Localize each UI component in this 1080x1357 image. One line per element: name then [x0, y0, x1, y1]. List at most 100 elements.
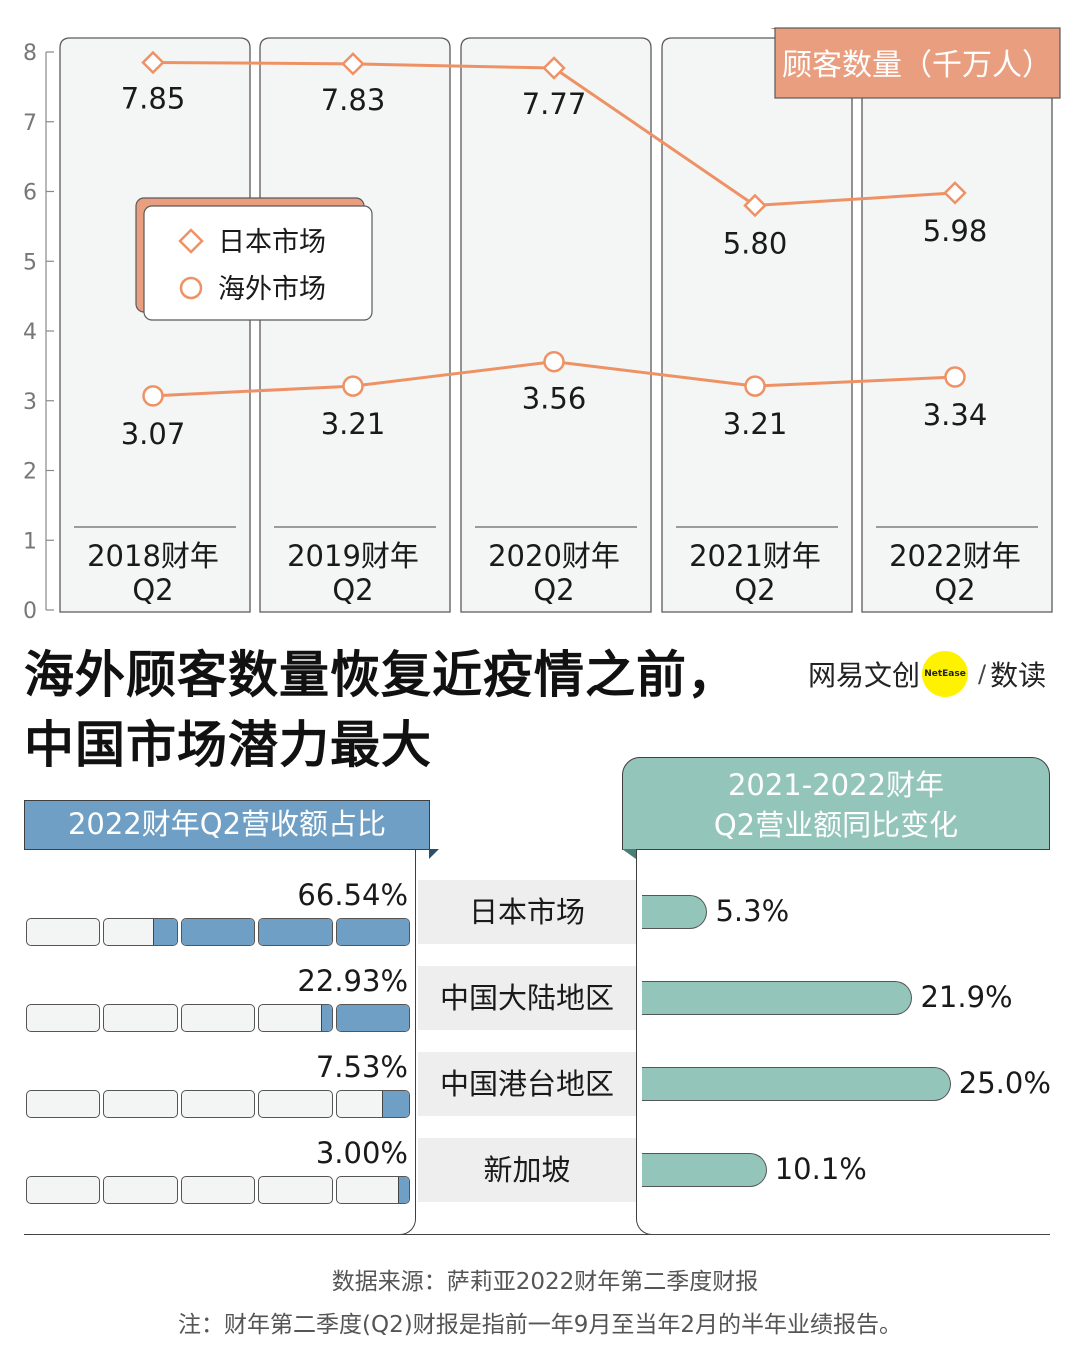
- overseas-point: [142, 385, 164, 407]
- x-tick-label-year: 2018财年: [87, 539, 219, 573]
- netease-badge-icon: NetEase: [922, 651, 969, 697]
- revenue-share-segment: [258, 1090, 333, 1118]
- yoy-title-line-1: 2021-2022财年: [727, 768, 945, 802]
- y-tick-label: 2: [23, 460, 37, 485]
- japan-point: [341, 52, 365, 76]
- legend-circle-icon: [179, 276, 203, 300]
- overseas-point: [944, 366, 966, 388]
- revenue-share-bar: [26, 1090, 411, 1118]
- legend-label-japan: 日本市场: [218, 227, 326, 258]
- x-tick-label-quarter: Q2: [934, 573, 975, 607]
- yoy-title-line-2: Q2营业额同比变化: [713, 808, 959, 842]
- yoy-change-bar: [642, 981, 913, 1015]
- year-panel: [259, 37, 451, 613]
- brand-sub: 数读: [990, 659, 1047, 692]
- x-tick-label-year: 2019财年: [287, 539, 419, 573]
- overseas-point: [543, 350, 565, 373]
- revenue-share-fill: [181, 919, 255, 945]
- brand-separator: /: [978, 660, 987, 688]
- y-tick-label: 5: [23, 250, 37, 275]
- japan-point: [743, 193, 767, 218]
- revenue-share-segment: [258, 1176, 333, 1204]
- legend-diamond-icon: [178, 228, 204, 254]
- yoy-change-label: 25.0%: [958, 1066, 1051, 1100]
- revenue-share-bar: [26, 1004, 411, 1032]
- revenue-share-fill: [321, 1005, 332, 1031]
- japan-data-label: 7.77: [522, 87, 587, 121]
- japan-data-label: 5.98: [923, 214, 988, 248]
- yoy-change-bar: [642, 1153, 767, 1187]
- revenue-share-segment: [180, 918, 256, 946]
- revenue-share-segment: [335, 1090, 411, 1118]
- revenue-share-segment: [335, 1004, 411, 1032]
- y-tick-label: 0: [23, 599, 37, 624]
- title-box-bg: [774, 27, 1061, 99]
- revenue-share-segment: [26, 1004, 101, 1032]
- revenue-share-fill: [381, 1091, 410, 1117]
- region-label: 新加坡: [418, 1138, 636, 1202]
- x-tick-label-quarter: Q2: [332, 573, 373, 607]
- customer-line-chart: 2018财年Q22019财年Q22020财年Q22021财年Q22022财年Q2…: [23, 27, 1061, 624]
- x-tick-label-year: 2021财年: [689, 539, 821, 573]
- japan-point: [542, 56, 566, 80]
- region-label: 日本市场: [418, 880, 636, 944]
- yoy-change-title: 2021-2022财年 Q2营业额同比变化: [622, 757, 1050, 859]
- revenue-share-fill: [259, 919, 332, 945]
- revenue-share-segment: [180, 1004, 256, 1032]
- overseas-point: [744, 375, 766, 397]
- yoy-change-label: 10.1%: [774, 1152, 867, 1186]
- x-tick-label-year: 2022财年: [889, 539, 1021, 573]
- revenue-share-segment: [26, 1176, 101, 1204]
- japan-data-label: 5.80: [723, 226, 788, 260]
- headline-line-1: 海外顾客数量恢复近疫情之前，: [24, 646, 738, 704]
- x-tick-label-year: 2020财年: [488, 539, 620, 573]
- data-source: 数据来源：萨莉亚2022财年第二季度财报: [331, 1269, 759, 1295]
- revenue-share-segment: [103, 1090, 178, 1118]
- region-label: 中国港台地区: [418, 1052, 636, 1116]
- overseas-data-label: 3.21: [321, 407, 386, 441]
- legend-label-overseas: 海外市场: [218, 274, 326, 305]
- y-tick-label: 8: [23, 41, 37, 66]
- y-tick-label: 3: [23, 390, 37, 415]
- japan-point: [943, 181, 967, 205]
- y-tick-label: 6: [23, 181, 37, 206]
- brand-logo: 网易文创 NetEase / 数读: [808, 651, 1047, 697]
- y-tick-label: 1: [23, 529, 37, 554]
- revenue-share-fill: [398, 1177, 410, 1203]
- yoy-change-label: 21.9%: [920, 980, 1013, 1014]
- chart-title: 顾客数量（千万人）: [782, 48, 1052, 83]
- x-tick-label-quarter: Q2: [533, 573, 574, 607]
- yoy-change-bar: [642, 1067, 951, 1101]
- footnote: 注：财年第二季度(Q2)财报是指前一年9月至当年2月的半年业绩报告。: [178, 1312, 902, 1338]
- overseas-data-label: 3.34: [923, 398, 988, 432]
- japan-data-label: 7.85: [121, 81, 186, 115]
- yoy-change-label: 5.3%: [715, 894, 790, 928]
- year-panel: [59, 37, 251, 613]
- y-tick-label: 7: [23, 111, 37, 136]
- revenue-share-bar: [26, 1176, 411, 1204]
- revenue-share-bar: [26, 918, 411, 946]
- revenue-share-label: 22.93%: [297, 964, 408, 998]
- revenue-share-label: 7.53%: [315, 1050, 408, 1084]
- revenue-share-segment: [258, 918, 333, 946]
- year-panel: [661, 37, 853, 613]
- overseas-point: [342, 375, 364, 397]
- x-tick-label-quarter: Q2: [132, 573, 173, 607]
- revenue-share-segment: [180, 1176, 256, 1204]
- x-tick-label-quarter: Q2: [734, 573, 775, 607]
- revenue-share-fill: [336, 1005, 410, 1031]
- overseas-data-label: 3.07: [121, 417, 186, 451]
- revenue-share-segment: [335, 918, 411, 946]
- year-panel: [460, 37, 652, 613]
- revenue-share-segment: [103, 1004, 178, 1032]
- revenue-share-segment: [335, 1176, 411, 1204]
- year-panel: [861, 37, 1053, 613]
- footer-divider: [32, 1234, 1048, 1235]
- japan-point: [141, 50, 165, 75]
- chart-title-box: 顾客数量（千万人）: [770, 27, 1061, 99]
- japan-data-label: 7.83: [321, 83, 386, 117]
- revenue-share-segment: [103, 1176, 178, 1204]
- region-label: 中国大陆地区: [418, 966, 636, 1030]
- yoy-change-bar: [642, 895, 708, 929]
